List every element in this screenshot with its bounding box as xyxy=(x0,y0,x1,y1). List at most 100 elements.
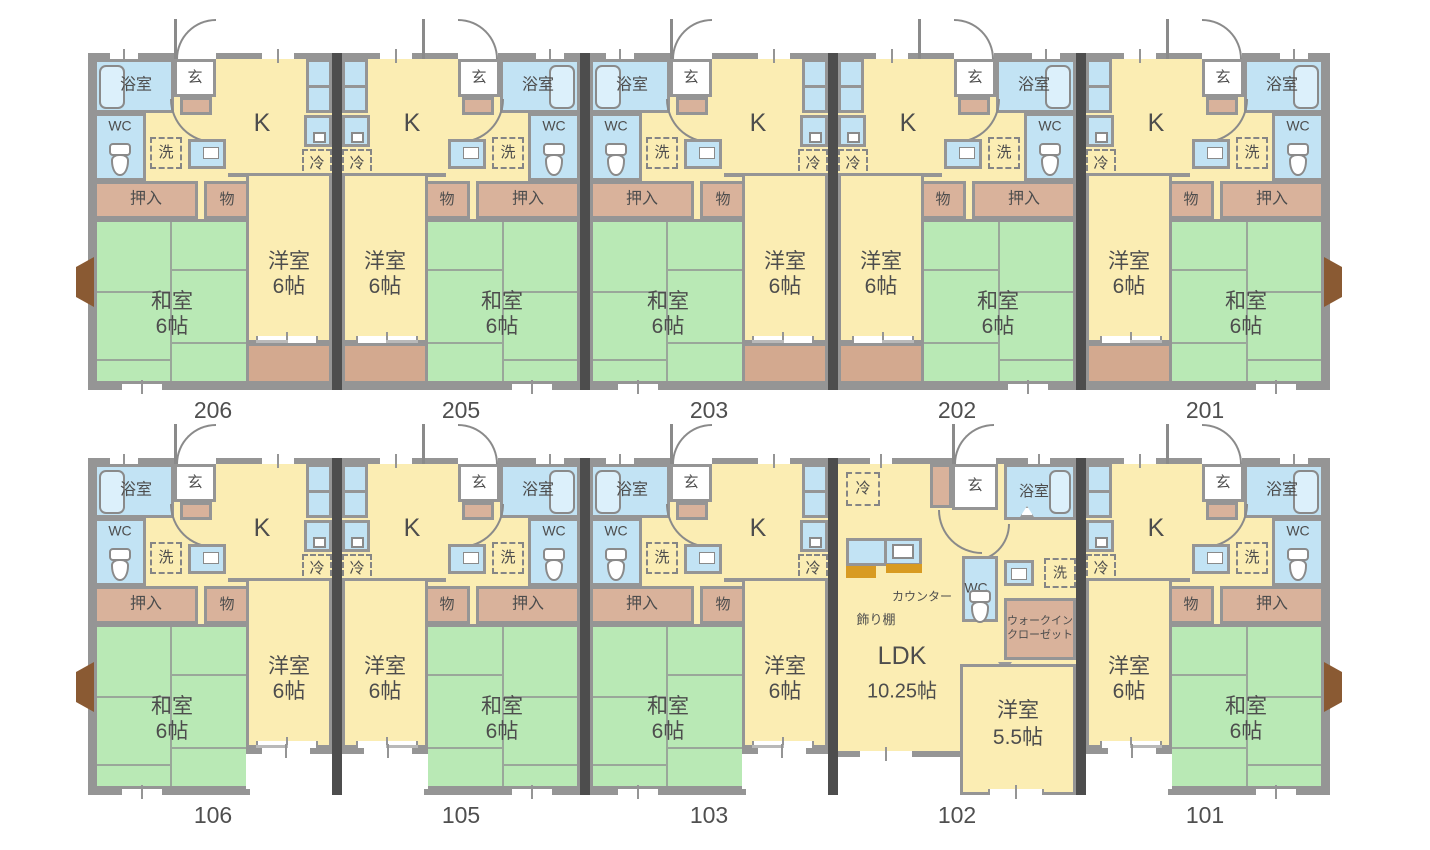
sink-basin xyxy=(1095,537,1108,548)
entry-door-leaf xyxy=(1166,424,1169,464)
counter-divider xyxy=(306,85,332,88)
tatami-line xyxy=(97,359,170,361)
entry-door-leaf xyxy=(422,424,425,464)
wc-label: WC xyxy=(108,117,132,134)
unit-number-label: 206 xyxy=(193,397,233,423)
sink-basin xyxy=(351,132,364,143)
entry-label: 玄 xyxy=(683,474,699,492)
sliding-door-rail xyxy=(882,340,914,343)
building-1F: 浴室玄冷 WC 洗押入物和室 6帖 洋室 6帖 K 浴室玄冷 WC 洗押入物和室 6帖 洋室 6帖 K 浴室… xyxy=(76,424,1342,797)
bath-label: 浴室 xyxy=(521,481,555,499)
washitsu-size-label: 6帖 xyxy=(981,314,1015,338)
tatami-line xyxy=(170,627,172,786)
vanity-sink-icon xyxy=(188,139,226,169)
vanity-sink-icon xyxy=(1192,139,1230,169)
washer-label: 洗 xyxy=(500,549,516,567)
entry-door-leaf xyxy=(422,19,425,59)
closet-label: 押入 xyxy=(511,190,545,208)
entry-door-arc xyxy=(1202,424,1242,464)
balcony xyxy=(1086,343,1172,384)
fridge-label: 冷 xyxy=(1093,560,1109,578)
closet-oshiire xyxy=(94,181,198,219)
entry-door-arc xyxy=(1202,19,1242,59)
toilet-icon xyxy=(540,548,568,582)
kitchen-wall xyxy=(228,578,248,582)
window xyxy=(510,789,554,795)
tatami-line xyxy=(593,696,666,698)
closet-label: 押入 xyxy=(129,190,163,208)
shoe-cabinet xyxy=(930,464,952,508)
outer-wall-left xyxy=(88,458,94,795)
kitchen-wall xyxy=(1170,578,1190,582)
toilet-bowl xyxy=(111,559,129,581)
entry-door-arc xyxy=(458,19,498,59)
window xyxy=(604,458,636,464)
balcony xyxy=(838,343,924,384)
tatami-line xyxy=(1000,359,1073,361)
wc-label: WC xyxy=(542,522,566,539)
unit-203: 浴室玄冷 WC 洗押入物和室 6帖 洋室 6帖 K xyxy=(590,19,828,390)
youshitsu-label: 洋室 xyxy=(860,249,902,273)
entry-label: 玄 xyxy=(1215,69,1231,87)
kitchen-label: K xyxy=(749,513,767,542)
room-youshitsu xyxy=(246,173,332,343)
sliding-door-rail xyxy=(752,745,784,748)
window xyxy=(752,741,814,748)
closet-label: 押入 xyxy=(1255,595,1289,613)
window xyxy=(260,458,296,464)
washitsu-label: 和室 xyxy=(481,694,523,718)
storage-label: 物 xyxy=(219,191,235,209)
bath-label: 浴室 xyxy=(1018,483,1050,501)
wic-label: ウォークイン xyxy=(1007,615,1073,628)
unit-divider-wall xyxy=(1076,53,1086,390)
entry-door-arc xyxy=(672,19,712,59)
toilet-icon xyxy=(1284,548,1312,582)
window xyxy=(1106,748,1158,754)
room-washitsu xyxy=(590,624,746,789)
washer-label: 洗 xyxy=(654,144,670,162)
youshitsu-size-label: 6帖 xyxy=(768,274,802,298)
room-washitsu xyxy=(590,219,746,384)
sliding-door-rail xyxy=(256,340,288,343)
unit-number-label: 102 xyxy=(937,802,977,828)
window xyxy=(1278,53,1310,59)
kitchen-label: K xyxy=(403,513,421,542)
balcony xyxy=(246,343,332,384)
counter-shelf xyxy=(886,564,922,573)
unit-divider-wall xyxy=(828,458,838,795)
window xyxy=(260,748,312,754)
room-youshitsu xyxy=(838,173,924,343)
washitsu-size-label: 6帖 xyxy=(1229,719,1263,743)
tatami-line xyxy=(425,342,502,344)
window xyxy=(756,53,792,59)
sink-basin xyxy=(847,132,860,143)
closet-oshiire xyxy=(1220,181,1324,219)
washer-label: 洗 xyxy=(654,549,670,567)
vanity-basin xyxy=(1207,552,1223,564)
vanity-sink-icon xyxy=(684,544,722,574)
building-2F: 浴室玄冷 WC 洗押入物和室 6帖 洋室 6帖 K 浴室玄冷 WC 洗押入物和室 6帖 洋室 6帖 K 浴室… xyxy=(76,19,1342,390)
window xyxy=(256,336,318,343)
window xyxy=(534,458,566,464)
outside-area xyxy=(1086,748,1172,795)
unit-number-label: 101 xyxy=(1185,802,1225,828)
washer-label: 洗 xyxy=(1244,144,1260,162)
youshitsu55-label: 洋室 xyxy=(997,698,1039,722)
entry-door-arc xyxy=(176,19,216,59)
youshitsu-label: 洋室 xyxy=(364,249,406,273)
room-entry xyxy=(1202,464,1244,502)
youshitsu-label: 洋室 xyxy=(1108,654,1150,678)
washitsu-label: 和室 xyxy=(151,289,193,313)
fridge-label: 冷 xyxy=(845,155,861,173)
tatami-line xyxy=(1248,764,1321,766)
bathtub-icon xyxy=(1293,65,1319,109)
tatami-line xyxy=(425,674,502,676)
entry-door-leaf xyxy=(1166,19,1169,59)
vanity-basin xyxy=(203,552,219,564)
washer-space xyxy=(492,137,524,169)
washitsu-size-label: 6帖 xyxy=(155,719,189,743)
youshitsu-size-label: 6帖 xyxy=(1112,274,1146,298)
tatami-line xyxy=(504,359,577,361)
entry-label: 玄 xyxy=(187,474,203,492)
fridge-label: 冷 xyxy=(309,560,325,578)
